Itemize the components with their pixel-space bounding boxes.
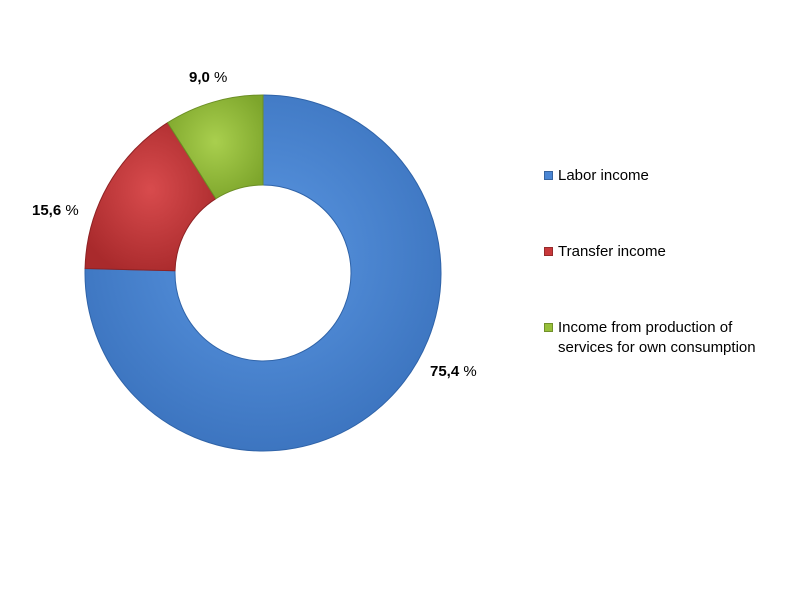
legend-item-labor-income: Labor income bbox=[544, 166, 768, 186]
legend-swatch-labor-income bbox=[544, 171, 553, 180]
data-label-own-consumption: 9,0 % bbox=[189, 69, 228, 86]
data-label-labor-income: 75,4 % bbox=[430, 363, 477, 380]
legend-label: Labor income bbox=[558, 167, 649, 184]
data-label-transfer-income: 15,6 % bbox=[32, 202, 79, 219]
slice-labor-income bbox=[84, 94, 442, 452]
legend-item-transfer-income: Transfer income bbox=[544, 242, 768, 262]
slice-own-consumption bbox=[166, 94, 264, 200]
legend-swatch-transfer-income bbox=[544, 247, 553, 256]
legend-item-own-consumption: Income from production of services for o… bbox=[544, 318, 768, 358]
legend-label: Transfer income bbox=[558, 243, 666, 260]
legend-label: Income from production of services for o… bbox=[558, 319, 756, 356]
legend-swatch-own-consumption bbox=[544, 323, 553, 332]
